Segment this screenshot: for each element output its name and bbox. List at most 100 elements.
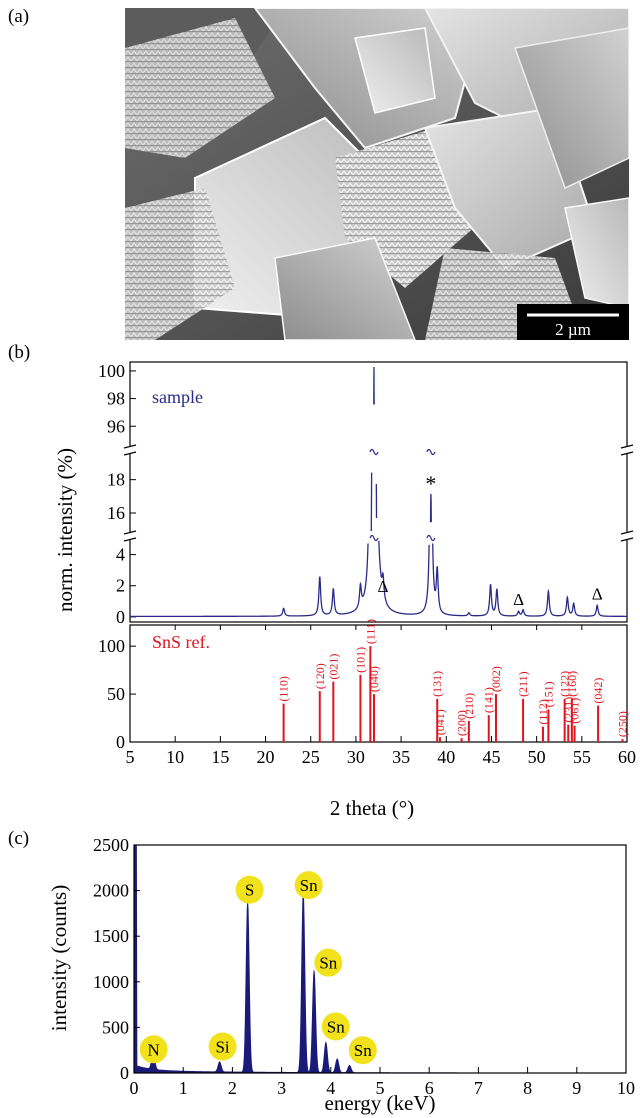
- ref-peak-label: (110): [277, 676, 291, 702]
- y-tick-label: 2500: [93, 835, 129, 855]
- ref-series-label: SnS ref.: [152, 632, 210, 652]
- element-badge: [208, 1032, 237, 1061]
- y-tick-label: 0: [116, 732, 125, 752]
- peak-break-mark: [369, 448, 379, 456]
- axis-break-mark: [620, 537, 634, 542]
- y-tick-label: 50: [107, 684, 125, 704]
- x-tick-label: 25: [302, 747, 320, 767]
- element-label: Si: [215, 1038, 229, 1057]
- ref-peak-label: (061): [568, 698, 582, 724]
- delta-annotation: Δ: [513, 590, 524, 609]
- element-badge: [348, 1036, 377, 1065]
- x-tick-label: 45: [482, 747, 500, 767]
- x-tick-label: 55: [573, 747, 591, 767]
- panel-label-a: (a): [8, 6, 30, 27]
- x-tick-label: 35: [392, 747, 410, 767]
- asterisk-annotation: *: [425, 471, 436, 496]
- sample-xrd-curve: [432, 543, 627, 617]
- ref-peak-label: (200): [455, 710, 469, 736]
- element-label: Sn: [354, 1041, 372, 1060]
- axis-break-mark: [123, 530, 137, 535]
- y-tick-label: 18: [107, 470, 125, 490]
- ref-peak-label: (122): [558, 671, 572, 697]
- element-label: Sn: [300, 876, 318, 895]
- x-tick-label: 10: [617, 1078, 635, 1098]
- x-tick-label: 6: [425, 1078, 434, 1098]
- element-badge: [235, 875, 264, 904]
- ref-peak-label: (002): [489, 666, 503, 692]
- y-tick-label: 2: [116, 576, 125, 596]
- axis-break-mark: [620, 444, 634, 449]
- ref-peak-label: (041): [433, 709, 447, 735]
- element-badge: [321, 1012, 350, 1041]
- x-tick-label: 20: [257, 747, 275, 767]
- y-tick-label: 500: [102, 1017, 129, 1037]
- x-tick-label: 60: [618, 747, 636, 767]
- x-tick-label: 1: [179, 1078, 188, 1098]
- x-tick-label: 4: [326, 1078, 335, 1098]
- x-tick-label: 7: [474, 1078, 483, 1098]
- y-tick-label: 1500: [93, 926, 129, 946]
- y-tick-label: 16: [107, 503, 125, 523]
- x-tick-label: 40: [437, 747, 455, 767]
- xrd-x-axis-label: 2 theta (°): [330, 796, 414, 820]
- eds-y-axis-label: intensity (counts): [47, 885, 71, 1031]
- x-tick-label: 5: [126, 747, 135, 767]
- sample-xrd-curve: [378, 540, 430, 615]
- sample-xrd-curve: [130, 543, 369, 618]
- xrd-ref-frame: [129, 624, 628, 743]
- y-tick-label: 98: [107, 389, 125, 409]
- eds-frame: [133, 844, 627, 1074]
- x-tick-label: 5: [376, 1078, 385, 1098]
- y-tick-label: 2000: [93, 881, 129, 901]
- panel-label-c: (c): [8, 828, 30, 849]
- peak-break-mark: [369, 534, 379, 542]
- element-badge: [294, 871, 323, 900]
- y-tick-label: 96: [107, 416, 125, 436]
- element-label: Sn: [319, 954, 337, 973]
- y-tick-label: 4: [116, 545, 125, 565]
- panel-label-b: (b): [8, 342, 31, 363]
- peak-break-mark: [426, 448, 436, 456]
- ref-peak-label: (250): [615, 711, 629, 737]
- x-tick-label: 3: [277, 1078, 286, 1098]
- element-label: S: [245, 881, 254, 900]
- delta-annotation: Δ: [592, 585, 603, 604]
- ref-peak-label: (111): [363, 619, 377, 644]
- axis-break-mark: [123, 451, 137, 456]
- axis-break-mark: [123, 444, 137, 449]
- x-tick-label: 30: [347, 747, 365, 767]
- y-tick-label: 100: [98, 361, 125, 381]
- y-tick-label: 100: [98, 636, 125, 656]
- ref-peak-label: (120): [313, 663, 327, 689]
- x-tick-label: 8: [523, 1078, 532, 1098]
- x-tick-label: 9: [572, 1078, 581, 1098]
- element-badge: [314, 948, 343, 977]
- axis-break-mark: [620, 451, 634, 456]
- ref-peak-label: (101): [353, 647, 367, 673]
- x-tick-label: 50: [528, 747, 546, 767]
- delta-annotation: Δ: [378, 577, 389, 596]
- element-label: Sn: [327, 1017, 345, 1036]
- element-label: N: [148, 1040, 160, 1059]
- ref-peak-label: (040): [367, 666, 381, 692]
- eds-chart: 0 500 1000 1500 2000 2500 0 1 2 3 4 5 6 7 8 9 10 N Si S Sn Sn…: [47, 835, 635, 1115]
- scale-bar-box: [517, 304, 629, 340]
- ref-peak-label: (021): [326, 654, 340, 680]
- sample-xrd-curve: [429, 493, 432, 523]
- ref-peak-label: (141): [482, 687, 496, 713]
- ref-peak-label: (112): [536, 699, 550, 725]
- ref-peak-label: (151): [541, 681, 555, 707]
- peak-break-mark: [426, 534, 436, 542]
- x-tick-label: 2: [228, 1078, 237, 1098]
- axis-break-mark: [123, 537, 137, 542]
- element-badge: [139, 1035, 168, 1064]
- ref-peak-label: (211): [516, 671, 530, 697]
- ref-peak-label: (042): [591, 678, 605, 704]
- ref-peak-label: (210): [462, 693, 476, 719]
- eds-spectrum-area: [133, 844, 627, 1074]
- xrd-y-axis-label: norm. intensity (%): [53, 448, 77, 612]
- y-tick-label: 0: [120, 1063, 129, 1083]
- sample-series-label: sample: [152, 387, 203, 407]
